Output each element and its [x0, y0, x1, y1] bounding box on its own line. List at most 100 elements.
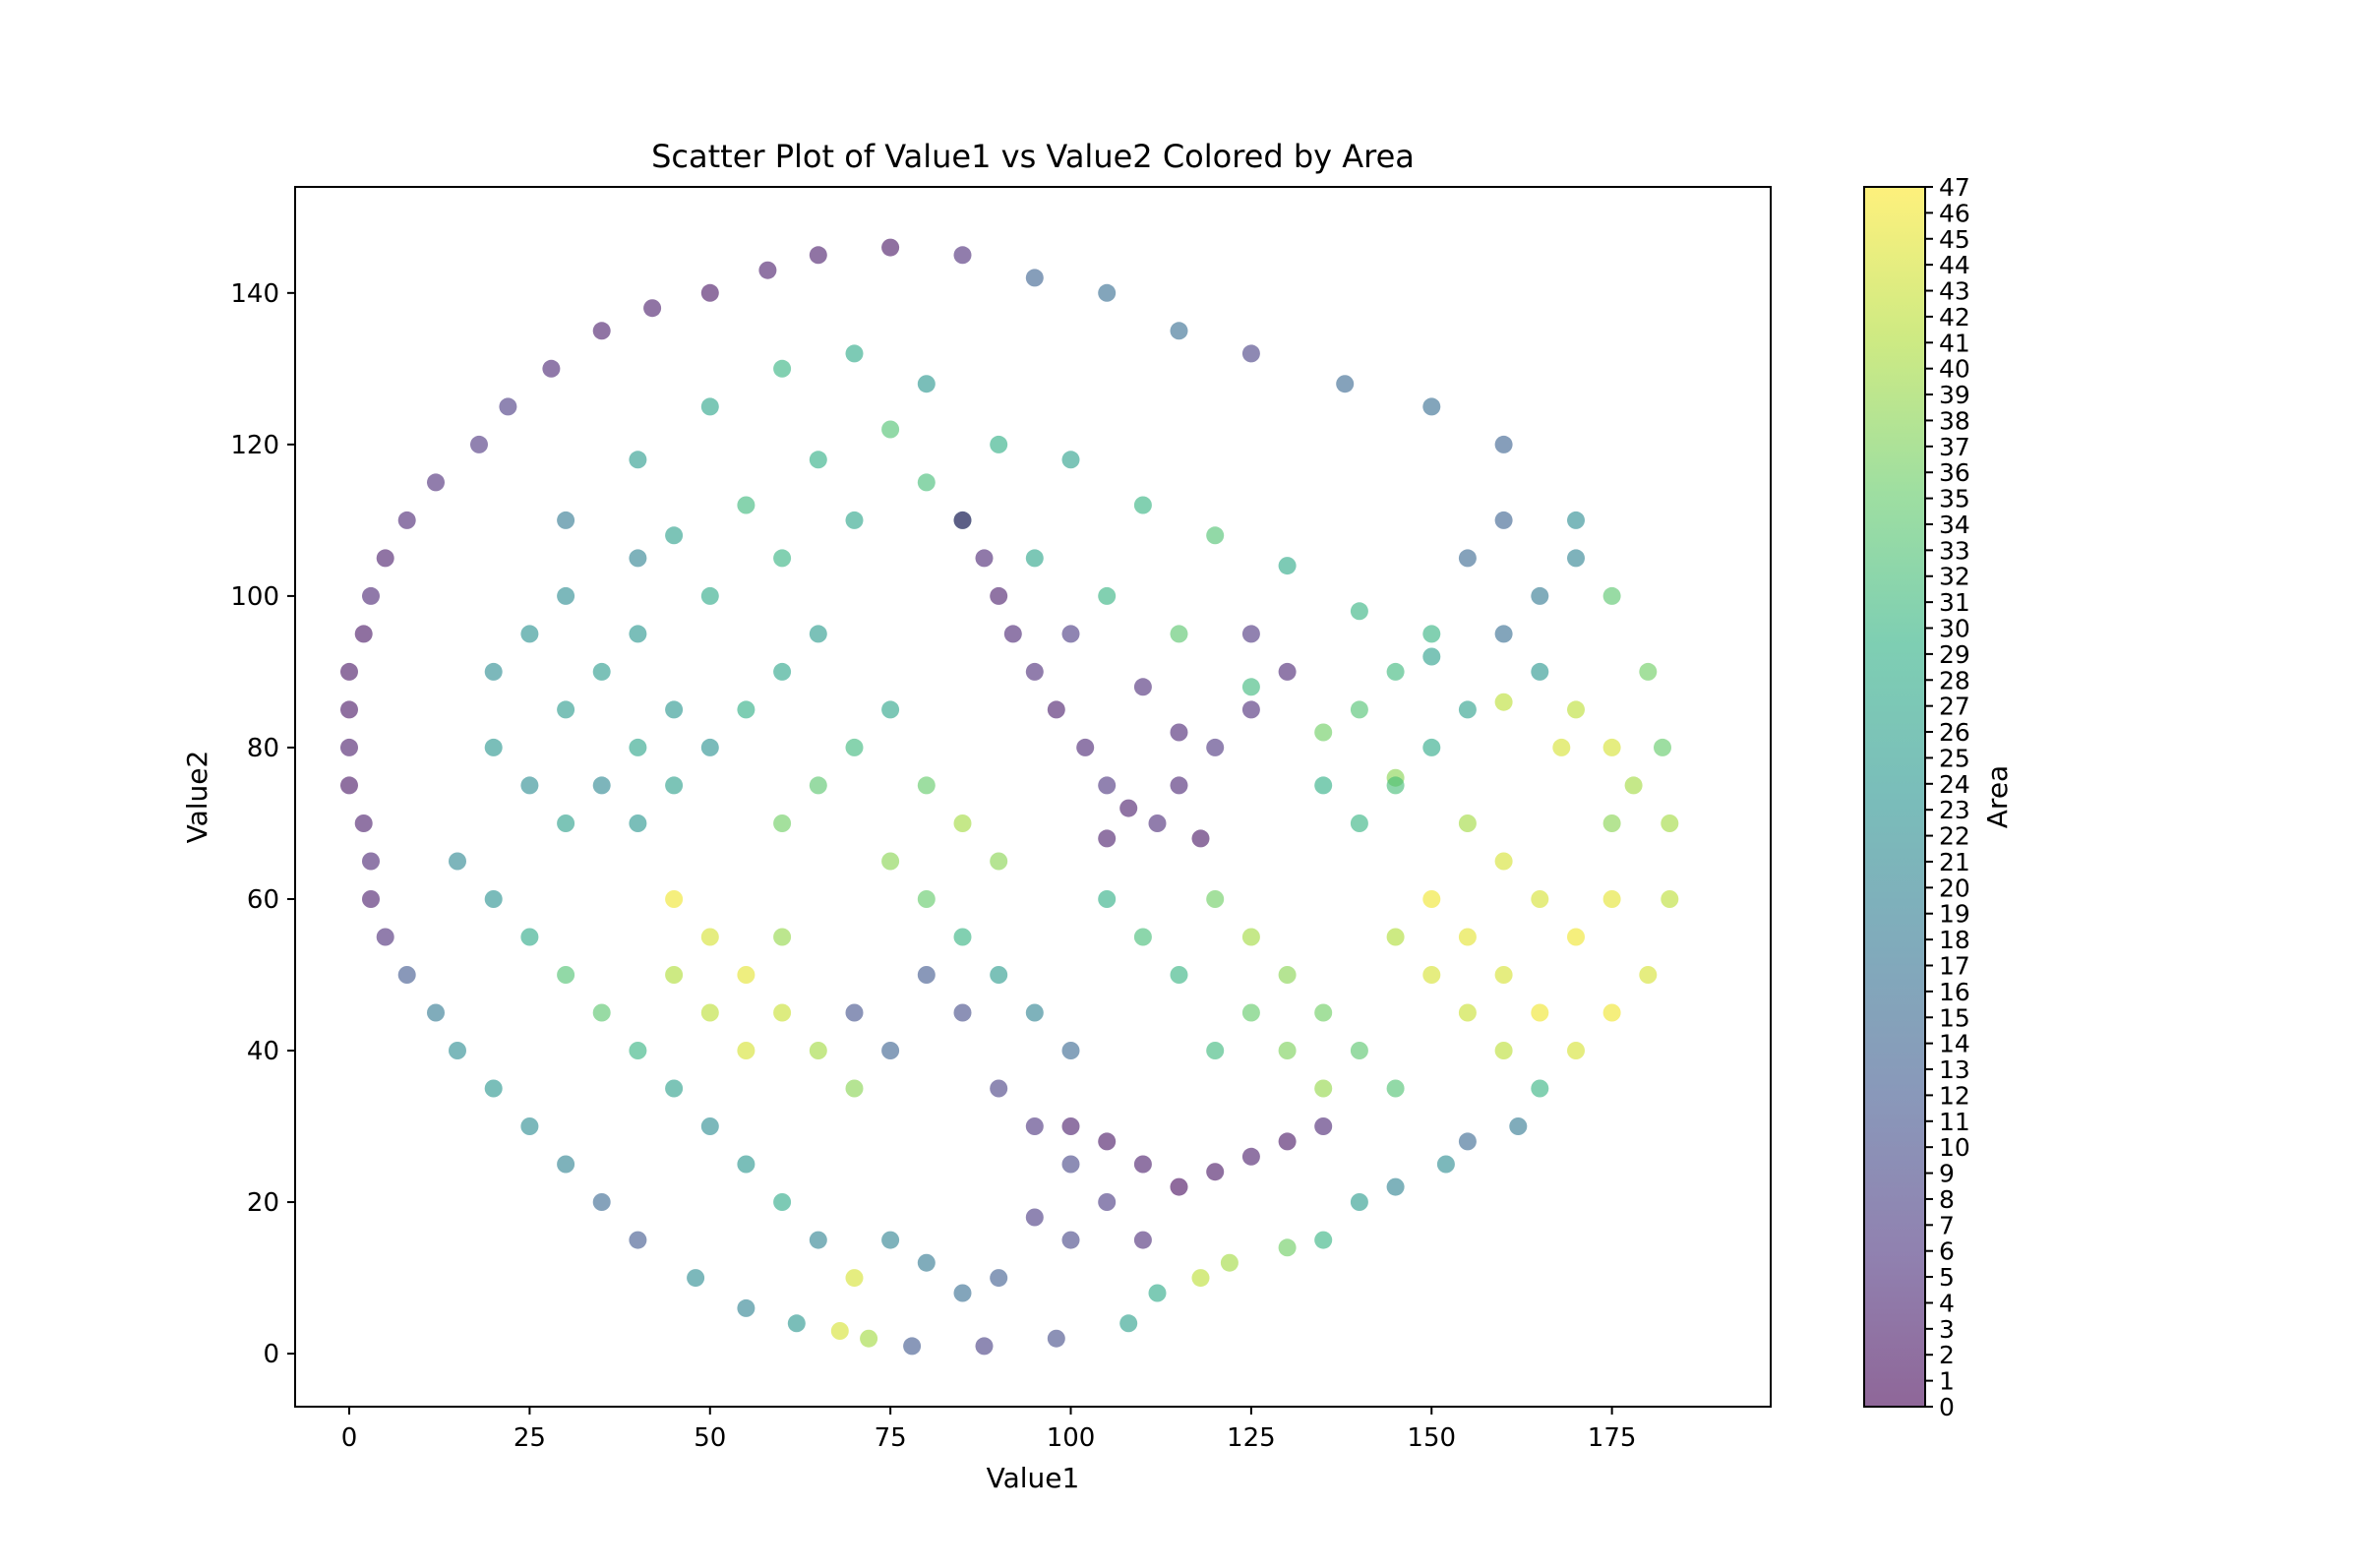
data-point — [773, 549, 792, 568]
data-point — [1567, 928, 1585, 946]
data-point — [340, 700, 358, 719]
data-point — [1148, 814, 1167, 832]
data-point — [1386, 928, 1405, 946]
data-point — [1422, 890, 1441, 908]
data-point — [1567, 700, 1585, 719]
data-point — [520, 776, 539, 795]
data-point — [1314, 723, 1333, 742]
data-point — [881, 700, 900, 719]
data-point — [737, 1042, 755, 1059]
data-point — [1206, 526, 1225, 545]
data-point — [1602, 890, 1621, 908]
data-point — [1531, 662, 1549, 681]
data-point — [845, 511, 864, 529]
data-point — [1386, 776, 1405, 795]
colorbar-tick-label: 34 — [1939, 511, 1970, 539]
data-point — [1314, 1079, 1333, 1098]
chart-title: Scatter Plot of Value1 vs Value2 Colored… — [651, 138, 1415, 175]
data-point — [1422, 625, 1441, 643]
data-point — [1494, 852, 1513, 871]
data-point — [953, 928, 972, 946]
data-point — [484, 1079, 503, 1098]
data-point — [1148, 1284, 1167, 1302]
data-point — [1025, 1117, 1044, 1135]
colorbar-tick-label: 46 — [1939, 199, 1970, 227]
data-point — [737, 496, 755, 514]
data-point — [1170, 1177, 1188, 1196]
data-point — [1639, 662, 1658, 681]
y-axis-label: Value2 — [181, 751, 213, 844]
data-point — [917, 890, 936, 908]
data-point — [643, 299, 662, 318]
data-point — [1278, 1042, 1297, 1059]
data-point — [1386, 1079, 1405, 1098]
data-point — [1119, 1314, 1138, 1333]
data-point — [520, 1117, 539, 1135]
data-point — [881, 1231, 900, 1249]
data-point — [975, 1337, 994, 1356]
data-point — [1076, 738, 1095, 756]
data-point — [700, 928, 719, 946]
colorbar-tick-label: 38 — [1939, 406, 1970, 435]
data-point — [1494, 625, 1513, 643]
data-point — [629, 1042, 647, 1059]
data-point — [1458, 814, 1477, 832]
data-point — [917, 1253, 936, 1272]
data-point — [1133, 1155, 1152, 1174]
colorbar-tick-label: 22 — [1939, 822, 1970, 851]
data-point — [845, 1003, 864, 1022]
data-point — [1098, 776, 1117, 795]
data-point — [990, 435, 1008, 453]
colorbar-tick-label: 8 — [1939, 1185, 1955, 1214]
colorbar-tick-label: 37 — [1939, 433, 1970, 461]
data-point — [1119, 799, 1138, 817]
data-point — [1654, 738, 1671, 756]
colorbar-tick-label: 20 — [1939, 874, 1970, 902]
data-point — [1531, 586, 1549, 605]
data-point — [665, 966, 684, 984]
data-point — [809, 625, 827, 643]
data-point — [397, 511, 416, 529]
data-point — [1567, 549, 1585, 568]
colorbar-tick-label: 14 — [1939, 1030, 1970, 1058]
data-point — [1350, 1193, 1368, 1211]
colorbar — [1863, 186, 1926, 1408]
data-point — [376, 549, 394, 568]
data-point — [665, 526, 684, 545]
data-point — [557, 1155, 575, 1174]
data-point — [1241, 1003, 1260, 1022]
data-point — [1241, 625, 1260, 643]
data-point — [557, 966, 575, 984]
data-point — [1336, 375, 1355, 393]
data-point — [1191, 1269, 1210, 1288]
data-point — [700, 283, 719, 302]
x-tick-label: 175 — [1588, 1423, 1637, 1453]
y-tick-label: 20 — [247, 1188, 279, 1218]
data-point — [990, 586, 1008, 605]
y-tick-label: 80 — [247, 734, 279, 763]
data-point — [1025, 269, 1044, 287]
x-tick-label: 75 — [875, 1423, 907, 1453]
data-point — [340, 738, 358, 756]
data-point — [990, 852, 1008, 871]
data-point — [1133, 496, 1152, 514]
x-tick-label: 25 — [514, 1423, 546, 1453]
colorbar-tick-label: 21 — [1939, 848, 1970, 876]
data-point — [1170, 966, 1188, 984]
colorbar-tick-label: 45 — [1939, 225, 1970, 254]
data-point — [1133, 678, 1152, 696]
data-point — [1314, 1003, 1333, 1022]
data-point — [773, 359, 792, 378]
data-point — [592, 662, 611, 681]
data-point — [1422, 966, 1441, 984]
colorbar-tick-label: 47 — [1939, 173, 1970, 202]
data-point — [362, 852, 380, 871]
data-point — [629, 451, 647, 469]
data-point — [1458, 549, 1477, 568]
data-point — [557, 511, 575, 529]
data-point — [1386, 662, 1405, 681]
data-point — [830, 1322, 849, 1340]
data-point — [1098, 1132, 1117, 1151]
colorbar-tick-label: 39 — [1939, 381, 1970, 409]
data-point — [629, 1231, 647, 1249]
